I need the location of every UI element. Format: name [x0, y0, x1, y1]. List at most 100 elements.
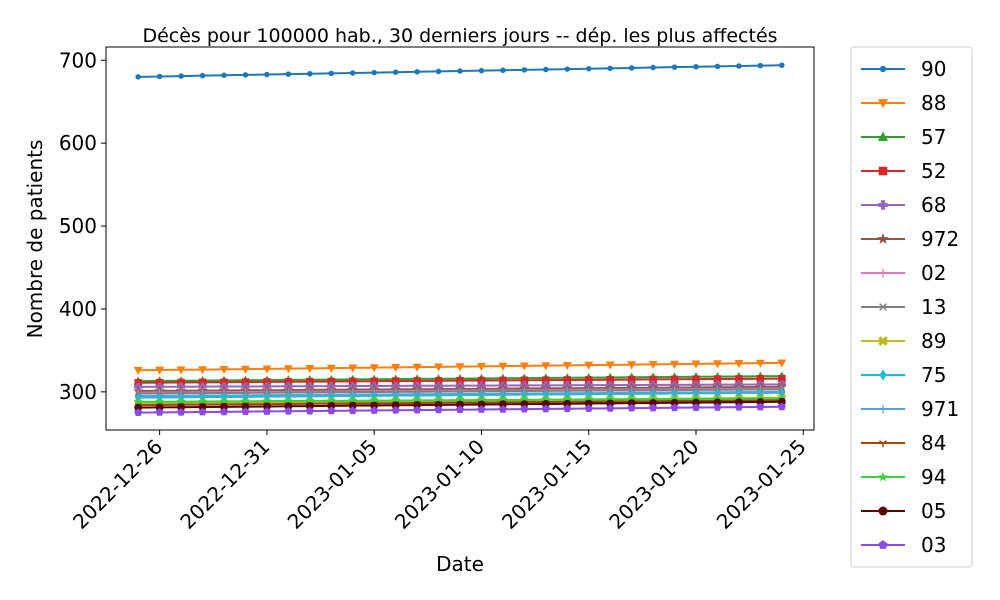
data-point — [156, 73, 163, 80]
data-point — [133, 397, 143, 406]
data-point — [519, 362, 529, 371]
data-point — [219, 365, 229, 374]
data-point — [219, 396, 229, 406]
data-point — [521, 67, 528, 73]
data-point — [498, 405, 507, 413]
legend-label: 57 — [921, 125, 946, 149]
data-point — [777, 402, 786, 411]
data-point — [520, 404, 529, 413]
data-point — [178, 73, 184, 79]
data-point — [713, 360, 722, 369]
data-point — [627, 361, 637, 370]
data-point — [878, 404, 888, 414]
data-point — [562, 361, 572, 370]
data-point — [391, 363, 401, 372]
data-point — [500, 67, 506, 74]
data-point — [370, 406, 379, 414]
legend-label: 94 — [921, 465, 946, 489]
x-tick-label: 2023-01-10 — [390, 435, 489, 534]
data-point — [283, 396, 293, 405]
y-tick-label: 700 — [59, 48, 97, 72]
data-point — [307, 70, 313, 77]
data-point — [413, 405, 422, 414]
series-971 — [134, 388, 786, 400]
legend-item: 88 — [861, 91, 946, 115]
series-88 — [133, 359, 787, 375]
data-point — [879, 440, 887, 448]
legend-label: 89 — [921, 329, 946, 353]
legend-label: 03 — [921, 533, 946, 557]
data-point — [756, 402, 765, 411]
legend-item: 89 — [861, 329, 946, 353]
data-point — [326, 364, 336, 373]
data-point — [779, 62, 785, 69]
data-point — [349, 70, 356, 76]
data-point — [198, 396, 208, 406]
data-point — [777, 359, 787, 368]
x-tick-label: 2023-01-25 — [712, 435, 811, 534]
data-point — [757, 62, 764, 69]
legend-label: 52 — [921, 159, 946, 183]
data-point — [627, 403, 636, 412]
legend-item: 75 — [861, 363, 946, 387]
legend-item: 94 — [861, 465, 946, 489]
data-point — [477, 362, 486, 371]
legend: 90 88 57 52 68 972 02 13 89 75 971 84 94 05 03 — [850, 46, 973, 568]
data-point — [650, 64, 656, 71]
data-point — [305, 364, 315, 373]
legend-label: 68 — [921, 193, 946, 217]
data-point — [221, 72, 227, 79]
data-point — [283, 365, 293, 374]
data-point — [606, 404, 615, 412]
x-tick-label: 2023-01-05 — [283, 435, 382, 534]
legend-item: 05 — [861, 499, 946, 523]
legend-label: 13 — [921, 295, 946, 319]
data-point — [478, 67, 485, 74]
data-point — [713, 403, 722, 411]
legend-label: 75 — [921, 363, 946, 387]
data-point — [649, 403, 658, 412]
data-point — [241, 407, 250, 416]
y-axis-title: Nombre de patients — [23, 140, 47, 339]
series-90 — [135, 62, 785, 80]
data-point — [477, 405, 486, 413]
x-tick-label: 2023-01-20 — [604, 435, 703, 534]
data-point — [564, 66, 571, 72]
data-point — [693, 64, 699, 70]
data-point — [219, 407, 229, 416]
data-point — [176, 396, 186, 406]
data-point — [498, 362, 508, 371]
x-tick-label: 2022-12-26 — [68, 435, 167, 534]
data-point — [736, 63, 742, 69]
legend-item: 972 — [861, 227, 959, 251]
data-point — [284, 407, 293, 415]
data-point — [755, 359, 765, 368]
data-point — [878, 540, 888, 549]
legend-frame — [850, 46, 973, 568]
data-point — [371, 69, 377, 76]
data-point — [879, 369, 887, 381]
data-point — [541, 404, 550, 413]
legend-label: 971 — [921, 397, 959, 421]
data-point — [242, 72, 249, 78]
legend-item: 13 — [861, 295, 946, 319]
data-point — [585, 65, 592, 72]
x-tick-label: 2022-12-31 — [175, 435, 274, 534]
data-point — [348, 406, 357, 415]
data-point — [264, 71, 270, 78]
data-point — [648, 360, 658, 369]
legend-label: 05 — [921, 499, 946, 523]
data-point — [455, 363, 465, 372]
series-03 — [134, 402, 786, 416]
legend-label: 84 — [921, 431, 946, 455]
legend-item: 68 — [861, 193, 946, 217]
data-point — [198, 366, 207, 375]
legend-item: 02 — [861, 261, 946, 285]
data-point — [392, 69, 399, 75]
data-point — [177, 407, 186, 416]
y-tick-label: 600 — [59, 131, 97, 155]
data-point — [155, 408, 164, 416]
data-point — [541, 362, 551, 371]
data-point — [457, 68, 463, 74]
